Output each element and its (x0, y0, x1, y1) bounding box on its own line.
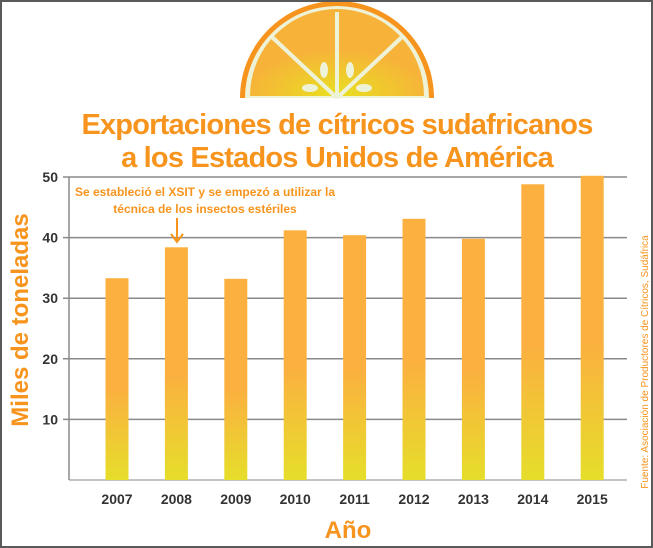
orange-slice-logo (240, 2, 434, 100)
chart-title-line-2: a los Estados Unidos de América (121, 142, 554, 174)
x-tick-label: 2015 (577, 491, 608, 507)
y-tick-label: 30 (42, 290, 58, 306)
bar-2007 (105, 278, 129, 480)
chart-title-line-1: Exportaciones de cítricos sudafricanos (81, 109, 592, 141)
x-tick-label: 2011 (339, 491, 370, 507)
x-tick-label: 2008 (161, 491, 192, 507)
x-tick-label: 2009 (220, 491, 251, 507)
bar-2009 (224, 278, 248, 480)
bar-2008 (164, 247, 188, 480)
annotation-line-2: técnica de los insectos estériles (113, 202, 297, 216)
bar-2012 (402, 218, 426, 480)
bar-2010 (283, 230, 307, 480)
x-axis-label: Año (325, 517, 372, 544)
x-tick-label: 2012 (398, 491, 429, 507)
x-tick-label: 2010 (280, 491, 311, 507)
y-tick-label: 40 (42, 230, 58, 246)
annotation-arrow (170, 218, 184, 244)
y-tick-label: 50 (42, 169, 58, 185)
bar-2013 (461, 238, 485, 480)
source-note: Fuente: Asociación de Productores de Cít… (640, 235, 651, 489)
bar-2015 (580, 175, 604, 480)
bar-2011 (343, 235, 367, 480)
bar-2014 (521, 184, 545, 480)
x-tick-label: 2014 (517, 491, 548, 507)
annotation-line-1: Se estableció el XSIT y se empezó a util… (75, 185, 335, 199)
x-tick-label: 2013 (458, 491, 489, 507)
x-tick-label: 2007 (101, 491, 132, 507)
y-tick-label: 10 (42, 411, 58, 427)
y-axis-label: Miles de toneladas (7, 213, 34, 426)
y-tick-label: 20 (42, 351, 58, 367)
